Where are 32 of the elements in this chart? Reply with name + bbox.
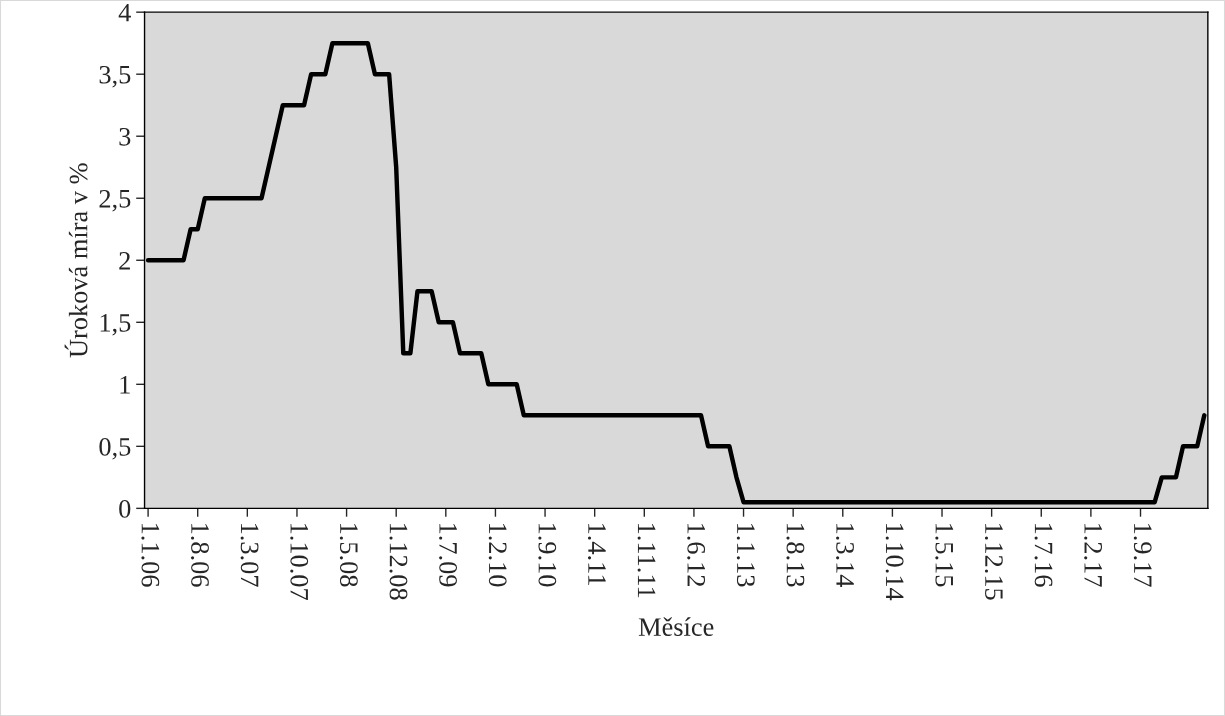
x-tick-label: 1.11.11 [637,523,656,598]
x-tick-label: 1.2.17 [1084,523,1103,587]
y-tick-label: 3 [119,127,131,146]
x-tick-label: 1.10.07 [290,523,309,600]
x-tick-label: 1.8.13 [786,523,805,587]
y-tick-label: 3,5 [99,65,131,88]
x-tick-label: 1.10.14 [885,523,904,601]
x-tick-label: 1.12.15 [984,523,1003,600]
x-tick-label: 1.3.14 [836,523,854,588]
x-tick-label: 1.3.07 [240,523,259,587]
x-tick-label: 1.5.15 [935,523,954,587]
y-tick-label: 2 [119,251,130,270]
x-tick-label: 1.8.06 [190,523,209,587]
x-tick-label: 1.9.10 [538,523,557,587]
y-tick-label: 4 [118,3,131,22]
x-tick-label: 1.2.10 [488,523,507,587]
x-tick-label: 1.7.16 [1034,523,1053,587]
x-tick-label: 1.4.11 [587,523,606,585]
x-tick-label: 1.6.12 [687,523,706,587]
x-tick-label: 1.1.06 [141,523,160,587]
x-tick-label: 1.5.08 [339,523,358,587]
y-axis-title: Úroková míra v % [64,163,88,358]
x-tick-label: 1.12.08 [389,523,408,600]
x-tick-label: 1.7.09 [439,523,458,587]
y-tick-label: 1 [120,376,130,394]
x-tick-label: 1.9.17 [1133,523,1152,587]
x-axis-title: Měsíce [638,617,714,636]
y-tick-label: 0 [119,499,131,518]
y-tick-label: 2,5 [99,189,131,212]
y-tick-label: 1,5 [100,314,131,336]
x-tick-label: 1.1.13 [736,523,755,587]
y-tick-label: 0,5 [99,437,131,460]
